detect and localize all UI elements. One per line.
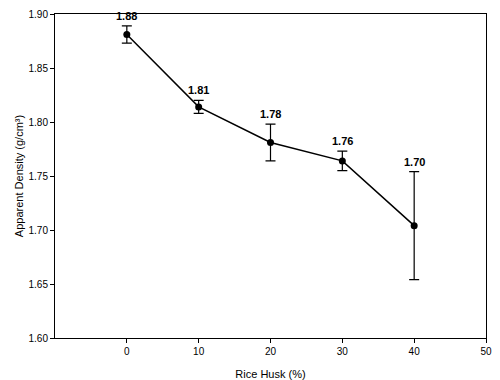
svg-text:1.70: 1.70: [29, 225, 49, 236]
svg-text:Apparent Density (g/cm³): Apparent Density (g/cm³): [13, 115, 25, 237]
svg-text:1.80: 1.80: [29, 117, 49, 128]
svg-text:1.75: 1.75: [29, 171, 49, 182]
svg-text:1.81: 1.81: [188, 84, 209, 96]
svg-text:0: 0: [124, 346, 130, 357]
svg-text:30: 30: [337, 346, 349, 357]
svg-text:1.65: 1.65: [29, 279, 49, 290]
svg-text:50: 50: [480, 346, 492, 357]
svg-text:1.78: 1.78: [260, 108, 281, 120]
svg-text:10: 10: [193, 346, 205, 357]
svg-text:1.85: 1.85: [29, 63, 49, 74]
svg-text:1.88: 1.88: [116, 10, 137, 22]
svg-text:Rice Husk (%): Rice Husk (%): [235, 368, 305, 380]
svg-text:1.60: 1.60: [29, 333, 49, 344]
svg-text:1.76: 1.76: [332, 135, 353, 147]
svg-text:20: 20: [265, 346, 277, 357]
svg-text:40: 40: [409, 346, 421, 357]
svg-text:1.70: 1.70: [404, 156, 425, 168]
svg-text:1.90: 1.90: [29, 9, 49, 20]
